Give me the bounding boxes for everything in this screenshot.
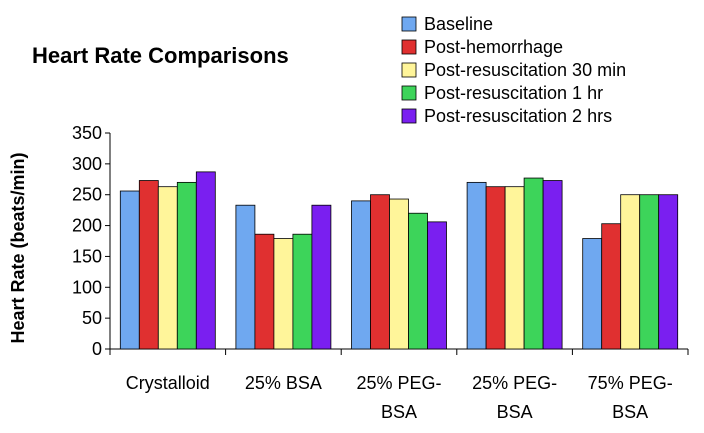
bar (195, 171, 216, 350)
bar (311, 204, 332, 350)
x-category-label: 25% PEG- (356, 373, 441, 393)
x-category-label: Crystalloid (126, 373, 210, 393)
bar (427, 221, 447, 350)
bar (254, 233, 275, 350)
bar (504, 186, 525, 350)
legend-label: Post-resuscitation 1 hr (424, 83, 603, 103)
legend-swatch (401, 62, 417, 78)
bar (658, 194, 679, 350)
bar (408, 212, 428, 350)
y-axis-ticks: 0 50 100 150 200 250 300 350 (72, 123, 110, 359)
y-tick-label: 200 (72, 216, 102, 236)
y-tick-label: 100 (72, 277, 102, 297)
y-tick-label: 50 (82, 308, 102, 328)
bar (292, 233, 313, 350)
legend-swatch (401, 85, 417, 101)
x-category-label: BSA (497, 402, 533, 422)
y-tick-label: 300 (72, 154, 102, 174)
bar (157, 186, 178, 350)
legend-label: Post-hemorrhage (424, 37, 563, 57)
x-category-label: 25% PEG- (472, 373, 557, 393)
chart-title: Heart Rate Comparisons (32, 43, 289, 68)
y-tick-label: 0 (92, 339, 102, 359)
bar (523, 177, 544, 350)
bar (620, 194, 641, 350)
legend-swatch (401, 39, 417, 55)
x-category-label: BSA (381, 402, 417, 422)
bar (601, 223, 622, 350)
bar (466, 181, 487, 350)
bar (176, 181, 197, 350)
bar (273, 238, 294, 350)
legend: Baseline Post-hemorrhage Post-resuscitatio… (401, 14, 626, 126)
bar (542, 180, 563, 350)
bar (485, 186, 506, 350)
y-tick-label: 150 (72, 246, 102, 266)
legend-swatch (401, 108, 417, 124)
x-axis-categories: Crystalloid 25% BSA 25% PEG- BSA 25% PEG- BSA… (109, 349, 689, 422)
legend-label: Post-resuscitation 30 min (424, 60, 626, 80)
bar (582, 238, 603, 350)
bar (138, 180, 159, 350)
bars (119, 171, 679, 350)
bar (119, 190, 140, 350)
bar (235, 204, 256, 350)
bar (389, 198, 409, 350)
x-category-label: BSA (612, 402, 648, 422)
legend-label: Baseline (424, 14, 493, 34)
x-category-label: 25% BSA (245, 373, 322, 393)
y-tick-label: 250 (72, 185, 102, 205)
legend-label: Post-resuscitation 2 hrs (424, 106, 612, 126)
bar (370, 194, 390, 350)
bar (351, 200, 371, 350)
x-category-label: 75% PEG- (588, 373, 673, 393)
legend-swatch (401, 16, 417, 32)
y-axis-label: Heart Rate (beats/min) (8, 152, 28, 343)
bar (639, 194, 660, 350)
y-tick-label: 350 (72, 123, 102, 143)
